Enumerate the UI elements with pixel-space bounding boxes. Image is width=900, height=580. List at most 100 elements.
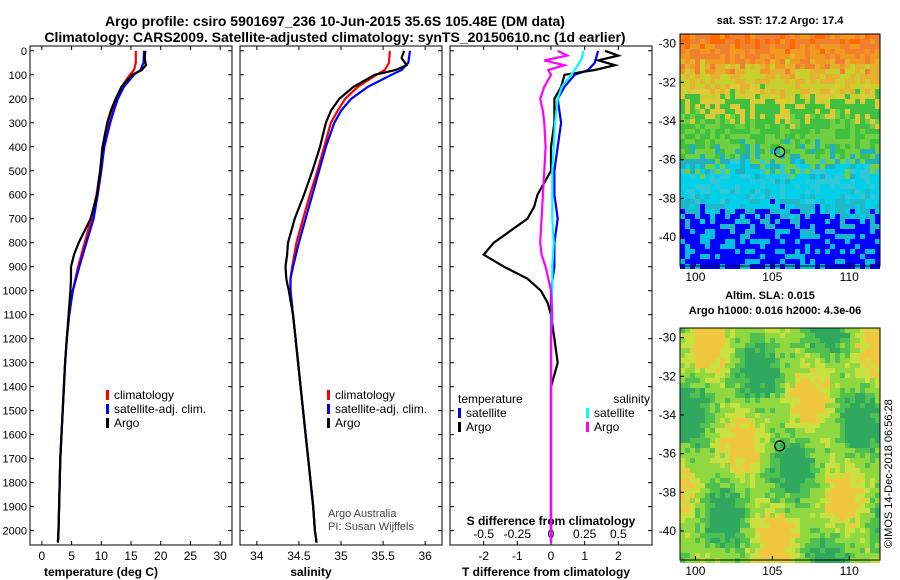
map-cell [710, 104, 715, 109]
map-cell [860, 503, 865, 508]
map-cell [775, 99, 780, 104]
map-cell [720, 84, 725, 89]
map-cell [755, 204, 760, 209]
map-cell [735, 328, 740, 333]
map-cell [770, 493, 775, 498]
map-cell [695, 348, 700, 353]
map-cell [690, 383, 695, 388]
map-cell [790, 99, 795, 104]
map-cell [835, 343, 840, 348]
map-cell [830, 189, 835, 194]
map-cell [720, 403, 725, 408]
map-cell [765, 254, 770, 259]
sst-map-frame [679, 33, 881, 267]
map-cell [860, 34, 865, 39]
map-cell [820, 468, 825, 473]
map-cell [705, 154, 710, 159]
map-cell [825, 154, 830, 159]
map-cell [690, 433, 695, 438]
map-cell [720, 478, 725, 483]
map-cell [860, 333, 865, 338]
map-cell [820, 194, 825, 199]
map-cell [705, 418, 710, 423]
map-cell [790, 189, 795, 194]
map-cell [795, 119, 800, 124]
map-cell [790, 114, 795, 119]
map-cell [705, 413, 710, 418]
map-cell [775, 418, 780, 423]
map-cell [800, 199, 805, 204]
map-cell [865, 413, 870, 418]
map-cell [780, 528, 785, 533]
map-cell [715, 199, 720, 204]
map-cell [745, 373, 750, 378]
map-cell [755, 229, 760, 234]
map-cell [690, 553, 695, 558]
map-cell [745, 149, 750, 154]
map-cell [850, 373, 855, 378]
map-cell [860, 453, 865, 458]
map-cell [825, 44, 830, 49]
map-cell [750, 59, 755, 64]
map-cell [735, 219, 740, 224]
map-cell [725, 129, 730, 134]
map-cell [795, 368, 800, 373]
ytick-label: 400 [9, 142, 27, 154]
map-cell [875, 134, 880, 139]
map-cell [685, 448, 690, 453]
map-cell [790, 488, 795, 493]
map-cell [765, 413, 770, 418]
map-cell [780, 443, 785, 448]
map-cell [780, 458, 785, 463]
map-cell [770, 418, 775, 423]
map-cell [855, 443, 860, 448]
map-cell [865, 353, 870, 358]
map-cell [870, 348, 875, 353]
map-cell [855, 453, 860, 458]
map-cell [815, 368, 820, 373]
map-cell [725, 453, 730, 458]
map-cell [875, 139, 880, 144]
map-cell [860, 124, 865, 129]
map-cell [770, 498, 775, 503]
map-cell [705, 523, 710, 528]
map-cell [870, 69, 875, 74]
map-cell [785, 234, 790, 239]
map-cell [840, 518, 845, 523]
map-cell [865, 508, 870, 513]
map-cell [775, 69, 780, 74]
map-cell [740, 408, 745, 413]
map-cell [835, 408, 840, 413]
map-cell [715, 518, 720, 523]
map-cell [845, 104, 850, 109]
map-cell [680, 89, 685, 94]
map-cell [805, 119, 810, 124]
map-cell [825, 114, 830, 119]
map-cell [760, 538, 765, 543]
map-cell [805, 393, 810, 398]
map-cell [800, 338, 805, 343]
map-cell [805, 448, 810, 453]
map-cell [815, 259, 820, 264]
map-cell [695, 363, 700, 368]
map-cell [740, 229, 745, 234]
map-cell [685, 174, 690, 179]
map-cell [820, 229, 825, 234]
map-cell [730, 209, 735, 214]
map-cell [680, 398, 685, 403]
map-cell [750, 478, 755, 483]
map-cell [705, 89, 710, 94]
map-cell [855, 438, 860, 443]
map-cell [840, 363, 845, 368]
map-cell [830, 368, 835, 373]
map-cell [700, 488, 705, 493]
map-cell [740, 498, 745, 503]
map-cell [805, 363, 810, 368]
map-cell [800, 468, 805, 473]
map-cell [725, 518, 730, 523]
map-cell [740, 403, 745, 408]
map-cell [760, 94, 765, 99]
map-cell [790, 518, 795, 523]
map-cell [685, 119, 690, 124]
map-cell [785, 483, 790, 488]
